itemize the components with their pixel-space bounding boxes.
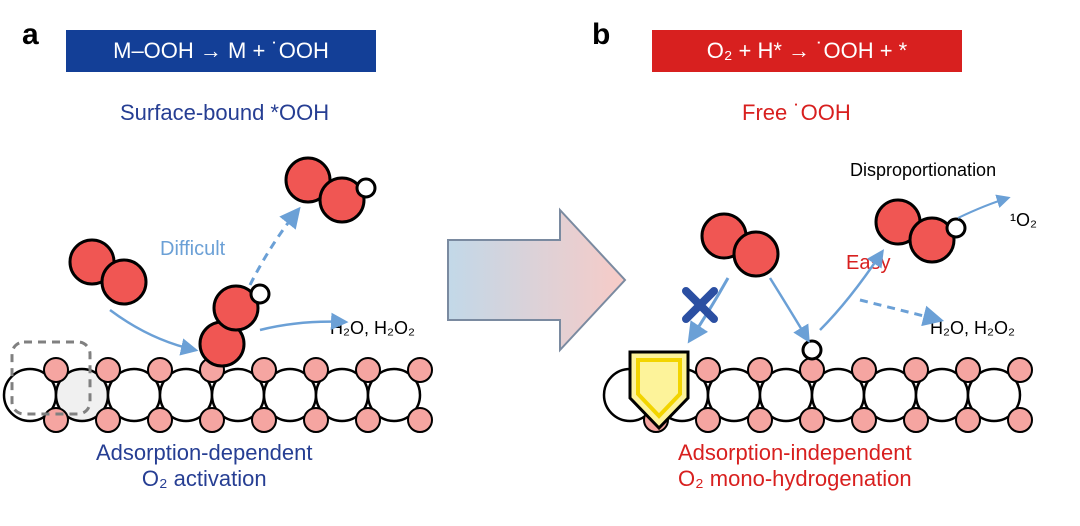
panel-b-block-x-icon: [686, 291, 714, 319]
panel-b-scene: [604, 198, 1032, 432]
panel-b-arrow-products: [860, 300, 940, 320]
panel-a-surface: [4, 358, 432, 432]
diagram-svg: [0, 0, 1080, 526]
panel-a-arrow-release: [250, 210, 298, 285]
panel-a-ooh-released: [286, 158, 375, 222]
panel-b-hstar-atom: [803, 341, 821, 359]
panel-b-arrow-disprop: [958, 198, 1008, 218]
mechanism-arrow: [448, 210, 625, 350]
panel-a-o2-incoming: [70, 240, 146, 304]
panel-b-arrow-to-ooh: [820, 252, 882, 330]
panel-b-o2-free: [702, 214, 778, 276]
panel-a-ooh-adsorbed: [200, 285, 269, 366]
panel-b-ooh-free: [876, 200, 965, 262]
panel-a-scene: [4, 158, 432, 432]
panel-a-arrow-products: [260, 322, 345, 330]
panel-a-arrow-adsorb: [110, 310, 195, 350]
panel-b-arrow-to-hstar: [770, 278, 808, 340]
